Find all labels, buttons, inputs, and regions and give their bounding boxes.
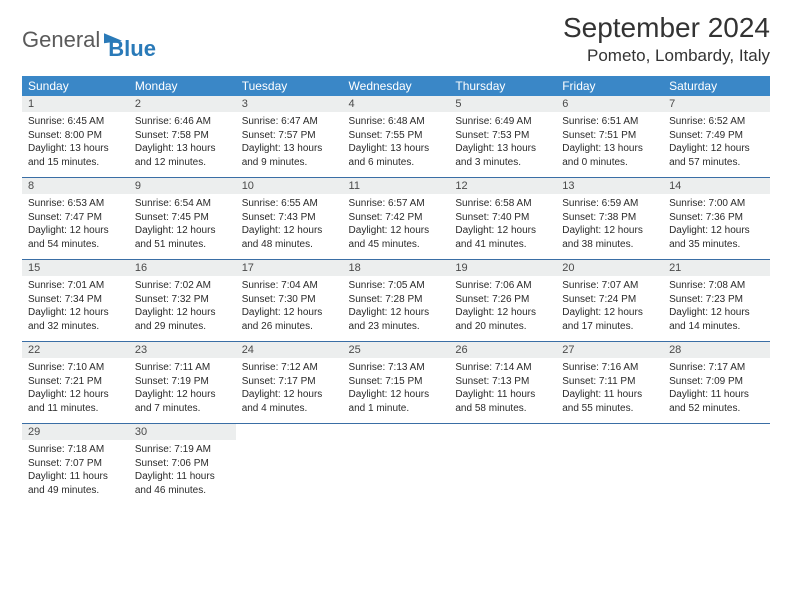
calendar-table: SundayMondayTuesdayWednesdayThursdayFrid… bbox=[22, 76, 770, 505]
day-number: 6 bbox=[556, 96, 663, 112]
day-number: 24 bbox=[236, 342, 343, 358]
day-number: 14 bbox=[663, 178, 770, 194]
day-number: 30 bbox=[129, 424, 236, 440]
day-number: 26 bbox=[449, 342, 556, 358]
day-details: Sunrise: 6:58 AMSunset: 7:40 PMDaylight:… bbox=[449, 194, 556, 260]
day-header: Tuesday bbox=[236, 76, 343, 96]
day-details: Sunrise: 6:57 AMSunset: 7:42 PMDaylight:… bbox=[343, 194, 450, 260]
day-header: Monday bbox=[129, 76, 236, 96]
day-header: Sunday bbox=[22, 76, 129, 96]
day-number: 18 bbox=[343, 260, 450, 276]
day-number: 16 bbox=[129, 260, 236, 276]
day-number: 1 bbox=[22, 96, 129, 112]
day-header: Saturday bbox=[663, 76, 770, 96]
day-number: 15 bbox=[22, 260, 129, 276]
day-number: 17 bbox=[236, 260, 343, 276]
day-details: Sunrise: 7:08 AMSunset: 7:23 PMDaylight:… bbox=[663, 276, 770, 342]
day-details: Sunrise: 6:53 AMSunset: 7:47 PMDaylight:… bbox=[22, 194, 129, 260]
day-number: 8 bbox=[22, 178, 129, 194]
day-details: Sunrise: 7:17 AMSunset: 7:09 PMDaylight:… bbox=[663, 358, 770, 424]
day-number: 2 bbox=[129, 96, 236, 112]
day-number: 27 bbox=[556, 342, 663, 358]
day-number: 5 bbox=[449, 96, 556, 112]
day-details: Sunrise: 7:19 AMSunset: 7:06 PMDaylight:… bbox=[129, 440, 236, 505]
day-details: Sunrise: 6:54 AMSunset: 7:45 PMDaylight:… bbox=[129, 194, 236, 260]
day-details: Sunrise: 7:05 AMSunset: 7:28 PMDaylight:… bbox=[343, 276, 450, 342]
day-header: Friday bbox=[556, 76, 663, 96]
day-number: 19 bbox=[449, 260, 556, 276]
brand-word1: General bbox=[22, 27, 100, 53]
day-header: Wednesday bbox=[343, 76, 450, 96]
day-number: 21 bbox=[663, 260, 770, 276]
day-details: Sunrise: 7:04 AMSunset: 7:30 PMDaylight:… bbox=[236, 276, 343, 342]
day-details: Sunrise: 6:51 AMSunset: 7:51 PMDaylight:… bbox=[556, 112, 663, 178]
day-details: Sunrise: 7:00 AMSunset: 7:36 PMDaylight:… bbox=[663, 194, 770, 260]
day-number: 29 bbox=[22, 424, 129, 440]
brand-logo: General Blue bbox=[22, 18, 156, 62]
day-details: Sunrise: 6:49 AMSunset: 7:53 PMDaylight:… bbox=[449, 112, 556, 178]
day-number: 11 bbox=[343, 178, 450, 194]
day-number: 12 bbox=[449, 178, 556, 194]
header: General Blue September 2024 Pometo, Lomb… bbox=[22, 12, 770, 66]
day-details: Sunrise: 6:55 AMSunset: 7:43 PMDaylight:… bbox=[236, 194, 343, 260]
day-details: Sunrise: 7:01 AMSunset: 7:34 PMDaylight:… bbox=[22, 276, 129, 342]
day-number: 23 bbox=[129, 342, 236, 358]
day-details: Sunrise: 6:45 AMSunset: 8:00 PMDaylight:… bbox=[22, 112, 129, 178]
day-details: Sunrise: 7:10 AMSunset: 7:21 PMDaylight:… bbox=[22, 358, 129, 424]
day-details: Sunrise: 7:02 AMSunset: 7:32 PMDaylight:… bbox=[129, 276, 236, 342]
page-title: September 2024 bbox=[563, 12, 770, 44]
day-number: 4 bbox=[343, 96, 450, 112]
day-details: Sunrise: 6:52 AMSunset: 7:49 PMDaylight:… bbox=[663, 112, 770, 178]
day-number: 3 bbox=[236, 96, 343, 112]
day-number: 13 bbox=[556, 178, 663, 194]
day-number: 7 bbox=[663, 96, 770, 112]
location-text: Pometo, Lombardy, Italy bbox=[563, 46, 770, 66]
day-number: 25 bbox=[343, 342, 450, 358]
day-details: Sunrise: 7:06 AMSunset: 7:26 PMDaylight:… bbox=[449, 276, 556, 342]
day-header: Thursday bbox=[449, 76, 556, 96]
day-details: Sunrise: 7:16 AMSunset: 7:11 PMDaylight:… bbox=[556, 358, 663, 424]
day-number: 20 bbox=[556, 260, 663, 276]
day-details: Sunrise: 6:48 AMSunset: 7:55 PMDaylight:… bbox=[343, 112, 450, 178]
day-number: 10 bbox=[236, 178, 343, 194]
day-details: Sunrise: 7:14 AMSunset: 7:13 PMDaylight:… bbox=[449, 358, 556, 424]
day-details: Sunrise: 7:11 AMSunset: 7:19 PMDaylight:… bbox=[129, 358, 236, 424]
day-number: 22 bbox=[22, 342, 129, 358]
day-details: Sunrise: 6:46 AMSunset: 7:58 PMDaylight:… bbox=[129, 112, 236, 178]
day-details: Sunrise: 6:47 AMSunset: 7:57 PMDaylight:… bbox=[236, 112, 343, 178]
day-details: Sunrise: 7:18 AMSunset: 7:07 PMDaylight:… bbox=[22, 440, 129, 505]
day-details: Sunrise: 6:59 AMSunset: 7:38 PMDaylight:… bbox=[556, 194, 663, 260]
day-number: 9 bbox=[129, 178, 236, 194]
day-details: Sunrise: 7:13 AMSunset: 7:15 PMDaylight:… bbox=[343, 358, 450, 424]
day-number: 28 bbox=[663, 342, 770, 358]
day-details: Sunrise: 7:07 AMSunset: 7:24 PMDaylight:… bbox=[556, 276, 663, 342]
day-details: Sunrise: 7:12 AMSunset: 7:17 PMDaylight:… bbox=[236, 358, 343, 424]
